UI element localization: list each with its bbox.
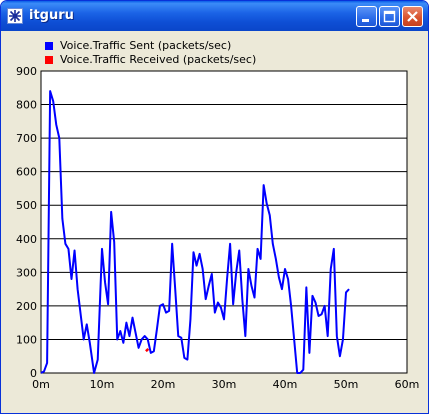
y-tick-label: 800 <box>16 99 37 112</box>
close-button[interactable] <box>402 6 423 27</box>
x-tick-label: 40m <box>273 378 298 391</box>
x-axis-tick-labels: 0m 10m 20m 30m 40m 50m 60m <box>32 378 419 391</box>
y-tick-label: 0 <box>30 367 37 380</box>
grid-lines <box>41 104 407 340</box>
y-tick-label: 900 <box>16 65 37 78</box>
legend-swatch-sent <box>45 42 53 50</box>
y-tick-label: 700 <box>16 132 37 145</box>
series-line-received <box>145 347 150 353</box>
itguru-app-icon[interactable] <box>7 8 23 24</box>
x-tick-label: 30m <box>212 378 237 391</box>
chart-panel: Voice.Traffic Sent (packets/sec) Voice.T… <box>4 31 425 411</box>
minimize-button[interactable] <box>356 6 377 27</box>
series-layer <box>40 90 350 374</box>
x-tick-label: 60m <box>395 378 420 391</box>
title-bar[interactable]: itguru <box>1 1 428 31</box>
x-tick-label: 50m <box>334 378 359 391</box>
legend-label-sent: Voice.Traffic Sent (packets/sec) <box>60 39 232 52</box>
minimize-icon <box>362 19 369 22</box>
maximize-button[interactable] <box>379 6 400 27</box>
legend-swatch-received <box>45 56 53 64</box>
x-tick-label: 0m <box>32 378 50 391</box>
y-tick-label: 100 <box>16 333 37 346</box>
maximize-icon <box>383 10 396 23</box>
y-axis-tick-labels: 0 100 200 300 400 500 600 700 800 900 <box>16 65 37 380</box>
x-tick-label: 20m <box>151 378 176 391</box>
y-tick-label: 300 <box>16 266 37 279</box>
plot-area <box>40 70 408 374</box>
x-tick-label: 10m <box>90 378 115 391</box>
series-line-sent <box>40 90 350 374</box>
y-tick-label: 600 <box>16 166 37 179</box>
y-tick-label: 500 <box>16 199 37 212</box>
line-chart: 0 100 200 300 400 500 600 700 800 900 0m 10m 20m 30m… <box>16 65 419 391</box>
close-icon <box>407 11 418 22</box>
app-glyph-icon <box>9 10 21 22</box>
legend-label-received: Voice.Traffic Received (packets/sec) <box>60 53 257 66</box>
y-tick-label: 200 <box>16 300 37 313</box>
window-title: itguru <box>29 8 74 23</box>
y-tick-label: 400 <box>16 233 37 246</box>
